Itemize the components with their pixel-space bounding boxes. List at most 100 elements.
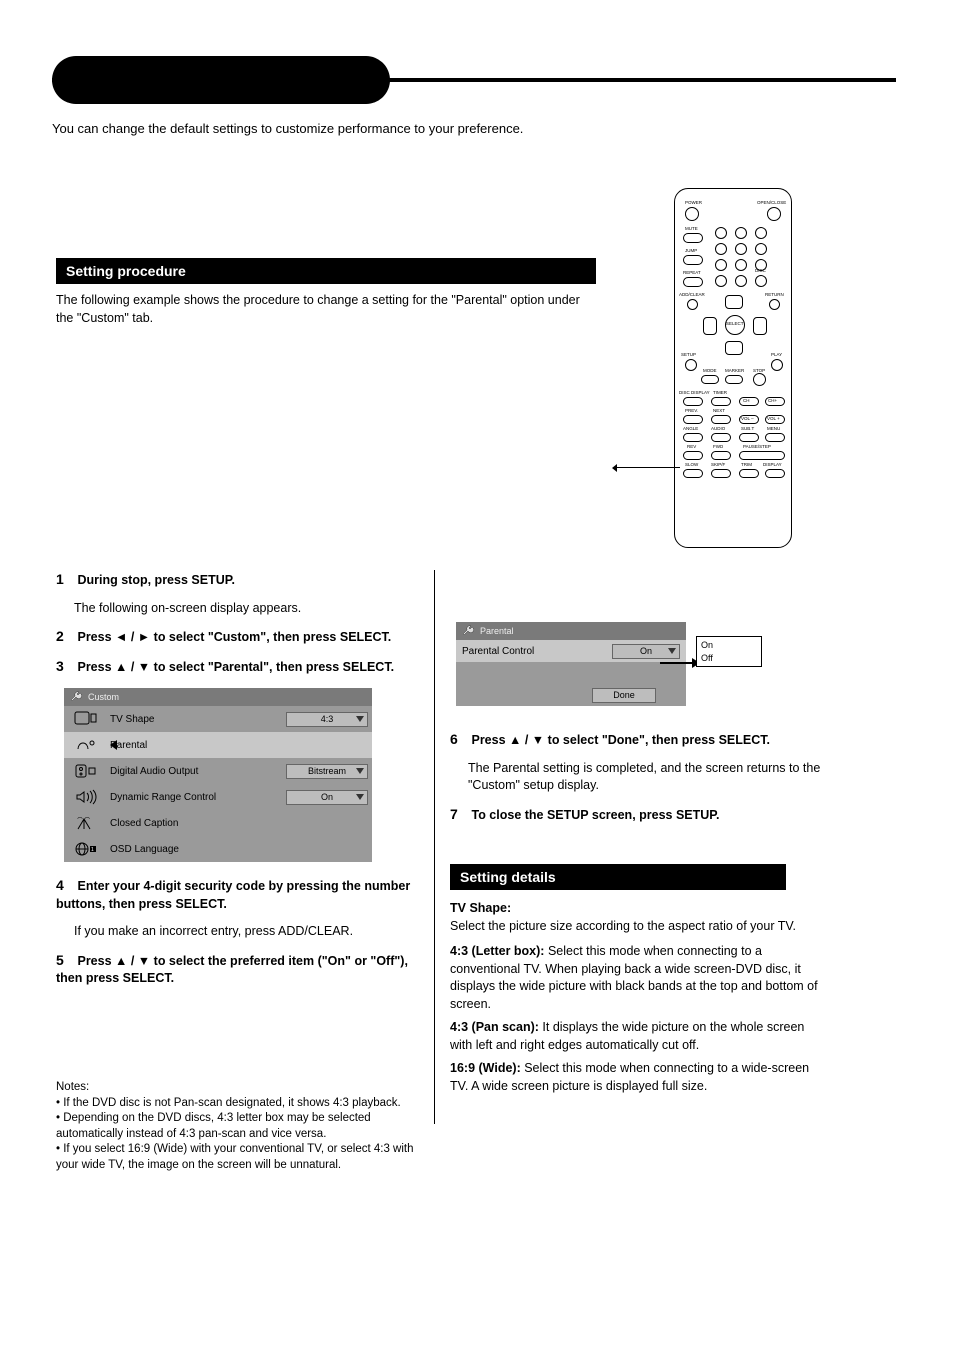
btn-num-8[interactable] xyxy=(735,259,747,271)
step-4-no: 4 xyxy=(56,876,74,896)
lbl-rev: REV xyxy=(687,445,696,450)
btn-num-0[interactable] xyxy=(735,275,747,287)
indicator-triangle-icon xyxy=(110,740,117,750)
btn-timer[interactable] xyxy=(711,397,731,406)
step-1-text: During stop, press SETUP. xyxy=(77,573,234,587)
globe-icon: 1 xyxy=(68,839,104,859)
step-3-no: 3 xyxy=(56,657,74,677)
lbl-discdisplay: DISC DISPLAY xyxy=(679,391,710,396)
lbl-volplus: VOL + xyxy=(767,417,780,422)
btn-prev[interactable] xyxy=(683,415,703,424)
btn-dpad-left[interactable] xyxy=(703,317,717,335)
btn-skip[interactable] xyxy=(711,469,731,478)
btn-num-3[interactable] xyxy=(755,227,767,239)
btn-play[interactable] xyxy=(771,359,783,371)
btn-slow[interactable] xyxy=(683,469,703,478)
btn-next[interactable] xyxy=(711,415,731,424)
osd1-row-drc-val[interactable]: On xyxy=(286,790,368,805)
lbl-timer: TIMER xyxy=(713,391,727,396)
btn-disc[interactable] xyxy=(755,275,767,287)
btn-power[interactable] xyxy=(685,207,699,221)
popup-item-off[interactable]: Off xyxy=(701,652,757,665)
btn-openclose[interactable] xyxy=(767,207,781,221)
osd1-row-parental-lbl: Parental xyxy=(104,740,372,751)
btn-num-7[interactable] xyxy=(715,259,727,271)
section1-desc: The following example shows the procedur… xyxy=(56,292,596,327)
notes-label: Notes: xyxy=(56,1080,426,1096)
btn-num-2[interactable] xyxy=(735,227,747,239)
osd1-row-drc[interactable]: Dynamic Range Control On xyxy=(64,784,372,810)
btn-display[interactable] xyxy=(765,469,785,478)
step-7-no: 7 xyxy=(450,805,468,825)
step-2-no: 2 xyxy=(56,627,74,647)
item-1-k: 4:3 (Pan scan): xyxy=(450,1020,539,1034)
lbl-disc: DISC xyxy=(755,269,766,274)
btn-trim[interactable] xyxy=(739,469,759,478)
btn-return[interactable] xyxy=(769,299,780,310)
intro-text-1: You can change the default settings to c… xyxy=(52,120,592,139)
btn-dpad-right[interactable] xyxy=(753,317,767,335)
btn-addclear[interactable] xyxy=(687,299,698,310)
lbl-play: PLAY xyxy=(771,353,782,358)
step-6-no: 6 xyxy=(450,730,468,750)
step-7: 7 To close the SETUP screen, press SETUP… xyxy=(450,805,830,825)
btn-dpad-up[interactable] xyxy=(725,295,743,309)
osd2-row-pc-val[interactable]: On xyxy=(612,644,680,659)
btn-menu[interactable] xyxy=(765,433,785,442)
btn-discdisplay[interactable] xyxy=(683,397,703,406)
lbl-marker: MARKER xyxy=(725,369,744,374)
step-5-text: Press ▲ / ▼ to select the preferred item… xyxy=(56,954,408,986)
osd1-row-parental[interactable]: Parental xyxy=(64,732,372,758)
svg-text:1: 1 xyxy=(91,847,94,853)
osd2-done-button[interactable]: Done xyxy=(592,688,656,703)
right-column-details: TV Shape: Select the picture size accord… xyxy=(450,900,830,1095)
tvshape-para: Select the picture size according to the… xyxy=(450,918,830,936)
btn-fwd[interactable] xyxy=(711,451,731,460)
btn-marker[interactable] xyxy=(725,375,743,384)
btn-num-6[interactable] xyxy=(755,243,767,255)
lbl-addclear: ADD/CLEAR xyxy=(679,293,705,298)
osd2-row-blank xyxy=(456,662,686,684)
btn-angle[interactable] xyxy=(683,433,703,442)
osd-parental-menu: Parental Parental Control On Done xyxy=(456,622,686,706)
btn-num-4[interactable] xyxy=(715,243,727,255)
osd1-row-tvshape[interactable]: TV Shape 4:3 xyxy=(64,706,372,732)
btn-audio[interactable] xyxy=(711,433,731,442)
btn-stop[interactable] xyxy=(753,373,766,386)
btn-repeat[interactable] xyxy=(683,277,703,287)
btn-num-5[interactable] xyxy=(735,243,747,255)
notes-block: Notes: • If the DVD disc is not Pan-scan… xyxy=(56,1080,426,1173)
left-column: 1 During stop, press SETUP. The followin… xyxy=(56,570,426,686)
osd1-tab: Custom xyxy=(88,692,119,702)
lbl-trim: TRIM xyxy=(741,463,752,468)
btn-num-1[interactable] xyxy=(715,227,727,239)
wrench-icon xyxy=(70,691,82,703)
osd2-row-parental-control[interactable]: Parental Control On xyxy=(456,640,686,662)
step-1: 1 During stop, press SETUP. xyxy=(56,570,426,590)
osd1-row-digitalaudio[interactable]: Digital Audio Output Bitstream xyxy=(64,758,372,784)
btn-num-ast[interactable] xyxy=(715,275,727,287)
btn-subt[interactable] xyxy=(739,433,759,442)
lbl-menu: MENU xyxy=(767,427,780,432)
btn-dpad-down[interactable] xyxy=(725,341,743,355)
step-6: 6 Press ▲ / ▼ to select "Done", then pre… xyxy=(450,730,830,750)
btn-mute[interactable] xyxy=(683,233,703,243)
btn-setup[interactable] xyxy=(685,359,697,371)
popup-item-on[interactable]: On xyxy=(701,639,757,652)
notes-n2: • Depending on the DVD discs, 4:3 letter… xyxy=(56,1111,426,1142)
btn-jump[interactable] xyxy=(683,255,703,265)
step-7-text: To close the SETUP screen, press SETUP. xyxy=(471,808,719,822)
osd1-row-cc[interactable]: Closed Caption xyxy=(64,810,372,836)
osd1-row-digitalaudio-val[interactable]: Bitstream xyxy=(286,764,368,779)
lbl-repeat: REPEAT xyxy=(683,271,701,276)
lbl-jump: JUMP xyxy=(685,249,697,254)
btn-rev[interactable] xyxy=(683,451,703,460)
lbl-display: DISPLAY xyxy=(763,463,782,468)
lbl-audio: AUDIO xyxy=(711,427,725,432)
osd1-row-osd-lang[interactable]: 1 OSD Language xyxy=(64,836,372,862)
osd1-row-tvshape-val[interactable]: 4:3 xyxy=(286,712,368,727)
btn-pausestep[interactable] xyxy=(739,451,785,460)
lbl-slow: SLOW xyxy=(685,463,698,468)
btn-mode[interactable] xyxy=(701,375,719,384)
lbl-subt: SUB.T xyxy=(741,427,754,432)
